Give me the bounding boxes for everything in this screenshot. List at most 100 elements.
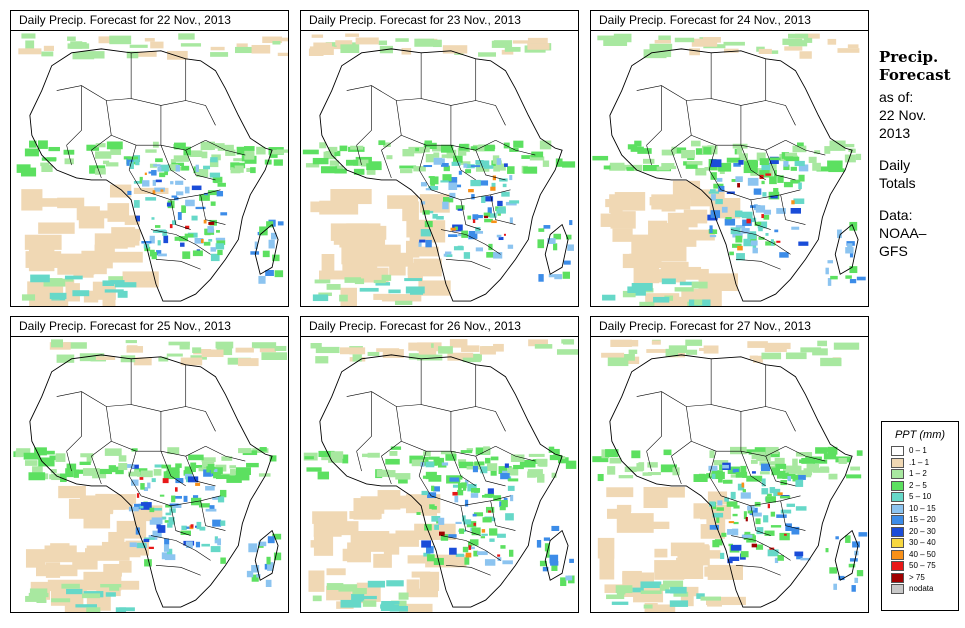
precip-cell — [812, 162, 821, 171]
precip-cell — [267, 562, 274, 571]
country-border — [740, 451, 766, 487]
precip-cell — [157, 525, 166, 533]
precip-cell — [816, 166, 832, 172]
precip-cell — [160, 189, 164, 192]
precip-cell — [761, 352, 782, 360]
precip-cell — [399, 165, 417, 169]
precip-cell — [398, 475, 408, 484]
precip-cell — [445, 254, 453, 257]
country-border — [780, 500, 806, 531]
precip-cell — [24, 148, 39, 157]
precip-cell — [25, 40, 35, 50]
precip-cell — [597, 35, 615, 41]
precip-cell — [203, 469, 212, 477]
precip-cell — [791, 226, 800, 230]
precip-cell — [104, 494, 137, 504]
precip-cell — [488, 510, 492, 513]
country-border — [420, 358, 477, 412]
precip-cell — [234, 470, 245, 478]
legend-item: nodata — [882, 583, 958, 595]
precip-cell — [335, 40, 353, 46]
precip-cell — [838, 575, 845, 581]
precip-cell — [647, 462, 658, 468]
country-border — [750, 199, 771, 230]
country-border — [381, 456, 392, 485]
precip-cell — [567, 244, 574, 251]
precip-cell — [203, 241, 211, 246]
precip-cell — [634, 140, 642, 147]
precip-cell — [790, 166, 797, 171]
precip-cell — [740, 465, 747, 473]
precip-cell — [315, 346, 340, 354]
precip-cell — [420, 182, 428, 187]
precip-cell — [137, 542, 147, 549]
precip-cell — [152, 507, 162, 511]
precip-cell — [175, 180, 184, 185]
precip-cell — [420, 229, 431, 237]
precip-cell — [416, 354, 443, 361]
precip-cell — [459, 461, 474, 469]
precip-cell — [746, 535, 756, 543]
precip-cell — [468, 189, 474, 193]
precip-cell — [473, 550, 479, 557]
precip-cell — [728, 521, 735, 524]
precip-cell — [773, 488, 781, 497]
precip-cell — [726, 501, 738, 507]
precip-cell — [849, 266, 858, 274]
precip-cell — [554, 274, 563, 280]
precip-cell — [800, 557, 811, 561]
precip-cell — [57, 197, 85, 209]
precip-cell — [41, 51, 54, 57]
precip-cell — [250, 251, 260, 255]
precip-cell — [161, 516, 167, 520]
precip-cell — [394, 300, 413, 305]
precip-cell — [709, 225, 713, 234]
precip-cell — [457, 147, 467, 156]
precip-cell — [481, 195, 486, 203]
precip-cell — [792, 458, 798, 467]
precip-cell — [662, 486, 685, 498]
precip-cell — [505, 201, 517, 206]
africa-coastline — [609, 354, 853, 608]
precip-cell — [763, 515, 769, 523]
precip-cell — [717, 500, 723, 506]
precip-cell — [139, 505, 144, 509]
precip-cell — [760, 463, 771, 472]
precip-cell — [109, 35, 132, 45]
precip-cell — [153, 164, 161, 167]
precip-cell — [478, 144, 495, 152]
country-border — [66, 145, 72, 166]
precip-cell — [727, 529, 737, 535]
precip-cell — [339, 294, 348, 302]
precip-cell — [465, 552, 472, 558]
precip-cell — [362, 595, 377, 600]
precip-cell — [56, 354, 75, 363]
precip-cell — [684, 229, 715, 241]
precip-cell — [735, 472, 747, 478]
precip-cell — [162, 478, 169, 484]
precip-cell — [504, 463, 509, 468]
precip-cell — [643, 49, 667, 59]
precip-cell — [493, 165, 500, 172]
precip-cell — [83, 508, 111, 529]
precip-cell — [411, 459, 426, 467]
precip-cell — [742, 489, 746, 493]
precip-cell — [395, 38, 409, 42]
precip-cell — [745, 516, 748, 522]
country-border — [200, 500, 226, 531]
heading-line1: Precip. — [879, 48, 939, 66]
precip-cell — [603, 165, 611, 170]
precip-cell — [149, 235, 155, 244]
precip-cell — [689, 48, 701, 56]
africa-coastline — [29, 48, 273, 302]
precip-map-svg — [13, 339, 288, 612]
precip-cell — [537, 460, 548, 467]
precip-cell — [837, 48, 860, 53]
precip-cell — [499, 506, 506, 511]
precip-cell — [852, 541, 860, 548]
precip-cell — [163, 235, 169, 244]
precip-cell — [110, 280, 125, 285]
precip-cell — [310, 343, 322, 349]
precip-cell — [254, 241, 258, 250]
precip-cell — [750, 168, 767, 176]
